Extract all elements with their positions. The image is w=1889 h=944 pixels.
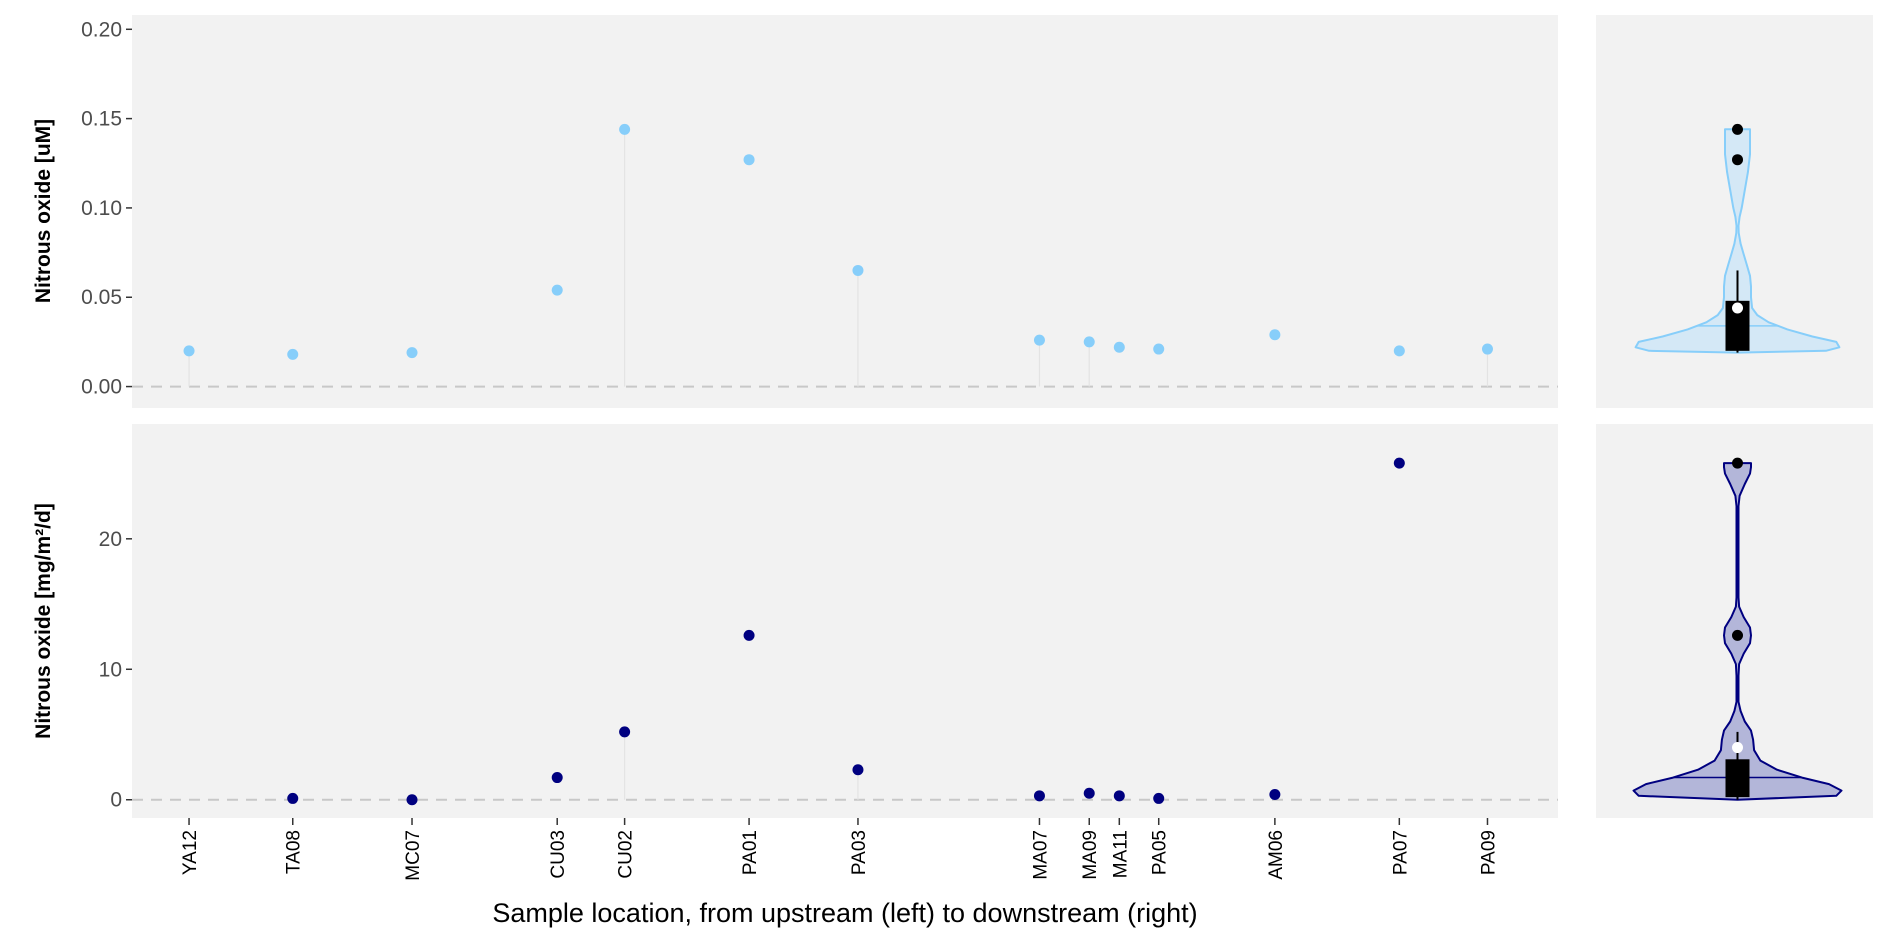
mean-point: [1732, 742, 1743, 754]
y-tick-label: 20: [99, 528, 122, 551]
bottom-main-panel-background: [132, 424, 1558, 818]
top-main-panel-background: [132, 15, 1558, 408]
data-point-ma11: [1113, 341, 1125, 353]
mean-point: [1732, 302, 1743, 314]
bottom-violin-marks: [1632, 457, 1843, 801]
top-panel-marks: 0.00 0.05 0.10 0.15 0.20: [81, 18, 1558, 399]
y-tick-label: 0.20: [81, 18, 122, 41]
x-axis-title: Sample location, from upstream (left) to…: [492, 898, 1197, 928]
bottom-panel-marks: 0 10 20: [99, 457, 1558, 812]
top-violin-marks: [1634, 123, 1841, 354]
outlier-point: [1732, 457, 1743, 469]
data-point-ta08: [287, 792, 299, 804]
x-tick-label-ta08: TA08: [284, 830, 305, 874]
x-tick-label-ya12: YA12: [180, 830, 201, 875]
x-tick-label-ma07: MA07: [1030, 830, 1051, 880]
outlier-point: [1732, 629, 1743, 641]
y-tick-label: 10: [99, 658, 122, 681]
bottom-y-axis-title: Nitrous oxide [mg/m²/d]: [32, 503, 55, 739]
data-point-ma07: [1033, 334, 1045, 346]
data-point-pa05: [1153, 792, 1165, 804]
data-point-pa07: [1393, 345, 1405, 357]
y-tick-label: 0.00: [81, 376, 122, 399]
outlier-point: [1732, 123, 1743, 135]
data-point-pa01: [743, 154, 755, 166]
data-point-pa03: [852, 264, 864, 276]
data-point-ma07: [1033, 790, 1045, 802]
x-tick-label-am06: AM06: [1266, 830, 1287, 880]
data-point-pa03: [852, 764, 864, 776]
y-tick-label: 0.05: [81, 286, 122, 309]
y-tick-label: 0: [110, 789, 122, 812]
data-point-ta08: [287, 348, 299, 360]
data-point-pa05: [1153, 343, 1165, 355]
x-tick-label-pa09: PA09: [1478, 830, 1499, 875]
outlier-point: [1732, 154, 1743, 166]
y-tick-label: 0.10: [81, 197, 122, 220]
data-point-ma09: [1083, 787, 1095, 799]
data-point-pa01: [743, 629, 755, 641]
data-point-cu02: [619, 726, 631, 738]
data-point-mc07: [406, 794, 418, 806]
data-point-ma09: [1083, 336, 1095, 348]
box-iqr: [1725, 759, 1750, 798]
x-tick-label-pa07: PA07: [1390, 830, 1411, 875]
data-point-cu03: [551, 772, 563, 784]
data-point-ya12: [183, 345, 195, 357]
x-tick-label-cu03: CU03: [548, 830, 569, 879]
data-point-pa07: [1393, 457, 1405, 469]
x-tick-label-pa05: PA05: [1150, 830, 1171, 875]
x-tick-label-ma11: MA11: [1110, 830, 1131, 878]
x-tick-label-ma09: MA09: [1080, 830, 1101, 880]
x-tick-label-cu02: CU02: [616, 830, 637, 879]
data-point-pa09: [1481, 343, 1493, 355]
top-y-axis-title: Nitrous oxide [uM]: [32, 119, 55, 303]
data-point-mc07: [406, 347, 418, 359]
data-point-ma11: [1113, 790, 1125, 802]
data-point-cu03: [551, 284, 563, 296]
y-tick-label: 0.15: [81, 108, 122, 131]
data-point-cu02: [619, 123, 631, 135]
x-tick-label-pa01: PA01: [740, 830, 761, 875]
data-point-am06: [1269, 329, 1281, 341]
x-tick-label-pa03: PA03: [849, 830, 870, 875]
data-point-am06: [1269, 789, 1281, 801]
x-tick-label-mc07: MC07: [403, 830, 424, 881]
x-axis: YA12 TA08 MC07 CU03 CU02 PA01 PA03 MA07 MA09 MA11…: [180, 818, 1499, 881]
